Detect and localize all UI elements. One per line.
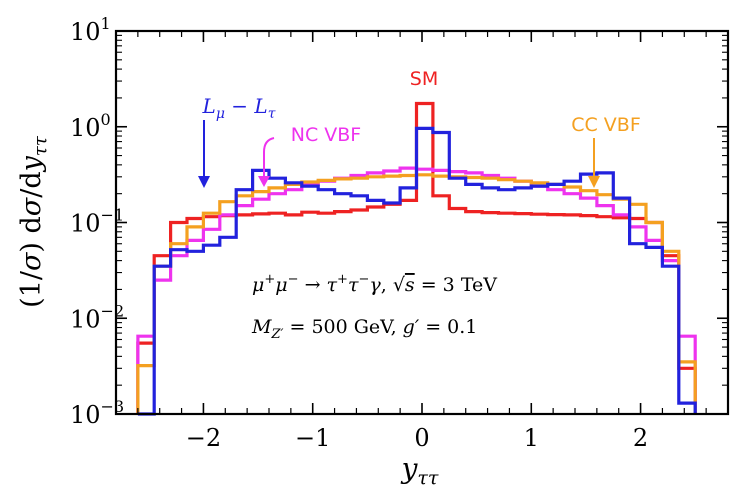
x-tick-label: 1 — [524, 424, 539, 452]
arrow-lmu-ltau — [198, 120, 210, 188]
series-l-l-step — [137, 126, 697, 416]
x-tick-label: 2 — [633, 424, 648, 452]
y-tick-label: 100 — [70, 110, 111, 142]
annotation-sm: SM — [410, 68, 438, 90]
annotation-lmu-ltau: Lμ − Lτ — [202, 94, 276, 122]
series-layer — [136, 101, 697, 416]
annotation-nc-vbf: NC VBF — [291, 124, 361, 146]
arrow-cc-vbf — [588, 138, 600, 188]
x-tick-label: 0 — [414, 424, 429, 452]
plot-frame — [114, 29, 730, 416]
y-tick-label: 10−1 — [70, 206, 124, 238]
y-tick-label: 101 — [70, 14, 111, 46]
y-tick-label: 10−2 — [70, 301, 124, 333]
x-tick-label: −2 — [186, 424, 221, 452]
y-axis-title: (1/σ) dσ/dyττ — [16, 135, 51, 308]
arrow-nc-vbf — [258, 137, 275, 187]
y-tick-label: 10−3 — [70, 397, 124, 429]
x-tick-label: −1 — [295, 424, 330, 452]
tick-labels: −2 −1 0 1 2 10−3 10−2 10−1 100 101 — [70, 14, 648, 452]
info-params: MZ′ = 500 GeV, g′ = 0.1 — [251, 316, 477, 342]
annotation-cc-vbf: CC VBF — [571, 114, 641, 136]
info-process: μ+μ− → τ+τ−γ, √s = 3 TeV — [252, 272, 497, 296]
